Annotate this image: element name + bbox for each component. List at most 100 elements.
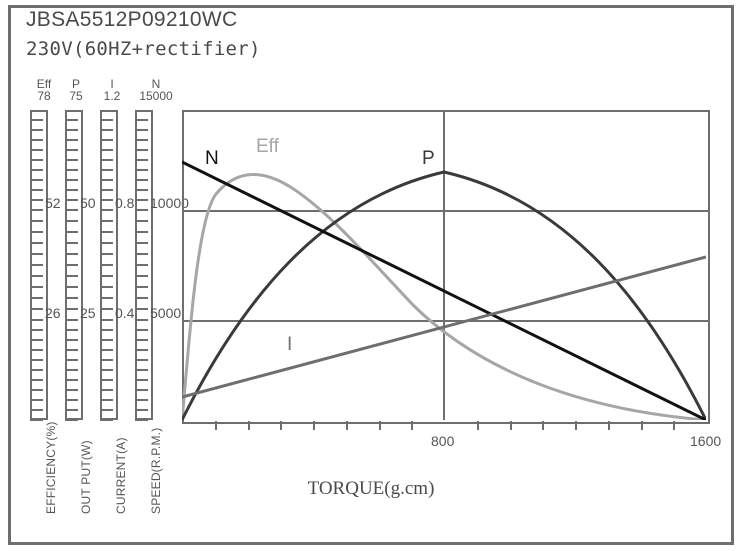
scale-tick <box>135 419 148 421</box>
scale-top-value: 75 <box>69 89 83 103</box>
scale-tick <box>135 199 148 201</box>
scale-tick <box>65 369 78 371</box>
scale-tick <box>65 308 78 310</box>
scale-tick <box>65 231 78 233</box>
scale-tick <box>100 349 113 351</box>
scale-tick <box>30 419 43 421</box>
x-axis-tick <box>280 421 283 430</box>
scale-symbol: P <box>71 77 80 91</box>
scale-tick <box>135 179 148 181</box>
scale-symbol: I <box>110 77 114 91</box>
scale-tick <box>100 209 113 211</box>
scale-tick <box>135 253 148 255</box>
scale-mid-value-i: 0.8 <box>115 195 135 211</box>
scale-tick <box>65 189 78 191</box>
scale-tick <box>65 349 78 351</box>
scale-tick <box>100 308 113 310</box>
scale-tick <box>100 319 113 321</box>
scale-top-value: 1.2 <box>103 89 121 103</box>
scale-head-i: I 1.2 <box>72 78 152 103</box>
scale-tick <box>135 119 148 121</box>
scale-tick <box>65 329 78 331</box>
scale-tick <box>100 139 113 141</box>
scale-tick <box>65 159 78 161</box>
scale-tick <box>30 339 43 341</box>
scale-tick <box>30 139 43 141</box>
scale-tick <box>135 399 148 401</box>
scale-tick <box>100 297 113 299</box>
scale-tick <box>30 199 43 201</box>
scale-tick <box>135 275 148 277</box>
scale-tick <box>100 199 113 201</box>
scale-tick <box>30 359 43 361</box>
scale-tick <box>65 149 78 151</box>
x-axis-tick <box>673 421 676 430</box>
x-axis-tick <box>411 421 414 430</box>
scale-tick <box>30 253 43 255</box>
scale-tick <box>135 379 148 381</box>
scale-tick <box>100 189 113 191</box>
x-axis-tick <box>313 421 315 430</box>
scale-low-value-eff: 26 <box>45 305 61 321</box>
scale-tick <box>30 389 43 391</box>
scale-tick <box>65 286 78 288</box>
scale-tick <box>100 389 113 391</box>
plot-curves <box>182 110 706 420</box>
scale-tick <box>65 319 78 321</box>
scale-tick <box>100 220 113 222</box>
scale-tick <box>30 129 43 131</box>
scale-tick <box>65 253 78 255</box>
scale-tick <box>30 369 43 371</box>
scale-tick <box>100 242 113 244</box>
scale-tick <box>135 409 148 411</box>
scale-head-eff: Eff 78 <box>4 78 84 103</box>
scale-tick <box>100 419 113 421</box>
curve-label-power: P <box>422 148 435 169</box>
scale-tick <box>30 179 43 181</box>
scale-tick <box>135 349 148 351</box>
scale-tick <box>135 242 148 244</box>
scale-head-n: N 15000 <box>116 78 196 103</box>
scale-top-value: 78 <box>37 89 51 103</box>
scale-tick <box>65 297 78 299</box>
scale-tick <box>65 359 78 361</box>
scale-tick <box>100 264 113 266</box>
plot-frame <box>182 110 710 424</box>
outer-border <box>8 5 734 545</box>
scale-tick <box>135 159 148 161</box>
scale-tick <box>65 119 78 121</box>
scale-tick <box>65 264 78 266</box>
curve-efficiency <box>182 173 706 420</box>
scale-head-p: P 75 <box>36 78 116 103</box>
scale-low-value-n: 5000 <box>150 305 182 321</box>
scale-tick <box>135 220 148 222</box>
scale-tick <box>30 159 43 161</box>
scale-tick <box>65 220 78 222</box>
scale-tick <box>65 339 78 341</box>
scale-mid-value-eff: 52 <box>45 195 61 211</box>
scale-tick <box>100 179 113 181</box>
curve-label-efficiency: Eff <box>256 136 279 157</box>
scale-tick <box>30 399 43 401</box>
scale-tick <box>65 389 78 391</box>
scale-tick <box>135 319 148 321</box>
scale-tick <box>100 169 113 171</box>
scale-tick <box>30 379 43 381</box>
x-axis-tick <box>640 421 643 430</box>
scale-tick <box>135 369 148 371</box>
scale-low-value-i: 0.4 <box>115 305 135 321</box>
x-axis-tick <box>476 421 479 430</box>
scale-tick <box>30 286 43 288</box>
scale-tick <box>135 231 148 233</box>
scale-tick <box>135 129 148 131</box>
scale-top-value: 15000 <box>139 89 173 103</box>
scale-tick <box>135 149 148 151</box>
x-axis-tick <box>378 421 381 430</box>
scale-tick <box>65 169 78 171</box>
scale-tick <box>100 359 113 361</box>
scale-tick <box>65 419 78 421</box>
scale-tick <box>30 308 43 310</box>
scale-tick <box>135 329 148 331</box>
curve-label-current: I <box>287 334 293 355</box>
